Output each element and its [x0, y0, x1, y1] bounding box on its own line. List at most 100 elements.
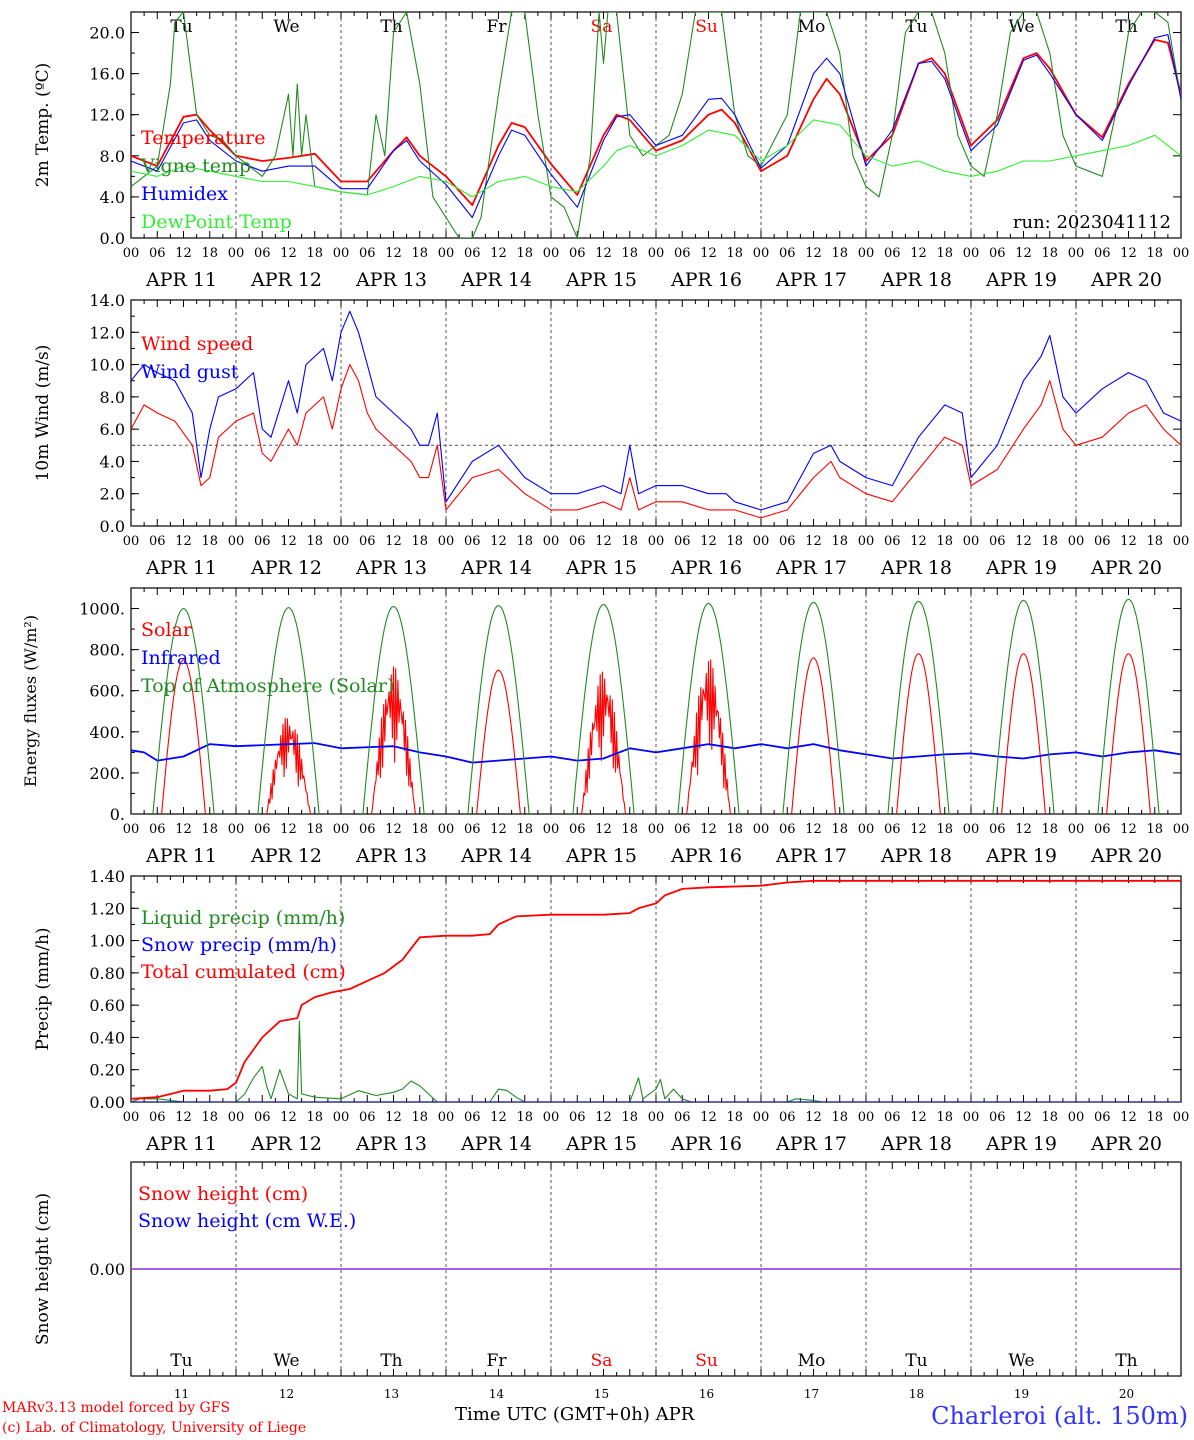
- hour-label: 12: [910, 1110, 927, 1125]
- series-line: [131, 119, 1181, 198]
- hour-label: 12: [910, 246, 927, 261]
- weekday-label: Fr: [487, 1351, 508, 1371]
- legend-entry: Solar: [141, 619, 193, 641]
- hour-label: 06: [569, 1110, 586, 1125]
- hour-label: 18: [621, 534, 638, 549]
- date-label: APR 19: [985, 557, 1057, 579]
- date-label: APR 12: [250, 1133, 322, 1155]
- hour-label: 12: [385, 246, 402, 261]
- date-label: APR 17: [775, 269, 847, 291]
- weekday-label: Th: [380, 17, 402, 37]
- y-tick-label: 2.0: [100, 485, 125, 504]
- panel-1: 0.0 4.0 8.0 12.0 16.0 20.0 2m Temp. (ºC) 00 06 12…: [33, 11, 1190, 291]
- series-line: [161, 653, 1151, 814]
- weekday-label: Fr: [487, 17, 508, 37]
- y-tick-label: 0.00: [89, 1093, 125, 1112]
- hour-label: 18: [1146, 534, 1163, 549]
- date-label: APR 13: [355, 845, 427, 867]
- legend-entry: Liquid precip (mm/h): [141, 907, 345, 929]
- hour-label: 00: [228, 534, 245, 549]
- hour-label: 18: [726, 246, 743, 261]
- hour-label: 00: [1173, 822, 1190, 837]
- hour-label: 00: [963, 534, 980, 549]
- hour-label: 12: [1120, 246, 1137, 261]
- legend-entry: Snow precip (mm/h): [141, 934, 337, 956]
- y-tick-label: 0.0: [100, 517, 125, 536]
- hour-label: 06: [359, 246, 376, 261]
- y-axis-label: 10m Wind (m/s): [33, 345, 53, 482]
- hour-label: 00: [123, 246, 140, 261]
- hour-label: 18: [621, 822, 638, 837]
- hour-label: 06: [254, 822, 271, 837]
- hour-label: 18: [1041, 822, 1058, 837]
- hour-label: 06: [989, 822, 1006, 837]
- day-number: 19: [1014, 1387, 1029, 1401]
- hour-label: 00: [1173, 246, 1190, 261]
- hour-label: 06: [779, 246, 796, 261]
- hour-label: 00: [1068, 1110, 1085, 1125]
- hour-label: 18: [1041, 246, 1058, 261]
- date-label: APR 13: [355, 1133, 427, 1155]
- date-label: APR 18: [880, 557, 952, 579]
- hour-label: 00: [1068, 246, 1085, 261]
- hour-label: 18: [1041, 1110, 1058, 1125]
- hour-label: 06: [464, 246, 481, 261]
- date-label: APR 12: [250, 269, 322, 291]
- y-tick-label: 10.0: [89, 356, 125, 375]
- legend-entry: Total cumulated (cm): [141, 961, 346, 983]
- hour-label: 18: [306, 1110, 323, 1125]
- hour-label: 12: [805, 534, 822, 549]
- date-label: APR 11: [145, 269, 217, 291]
- hour-label: 12: [805, 1110, 822, 1125]
- series-line: [131, 1020, 1181, 1102]
- hour-label: 12: [595, 246, 612, 261]
- hour-label: 00: [333, 822, 350, 837]
- date-label: APR 16: [670, 269, 742, 291]
- hour-label: 18: [306, 246, 323, 261]
- weekday-label: We: [273, 1351, 299, 1371]
- y-tick-label: 0.20: [89, 1061, 125, 1080]
- hour-label: 06: [569, 246, 586, 261]
- day-number: 11: [174, 1387, 189, 1401]
- y-tick-label: 0.80: [89, 964, 125, 983]
- hour-label: 18: [411, 534, 428, 549]
- hour-label: 18: [201, 1110, 218, 1125]
- y-tick-label: 1.40: [89, 867, 125, 886]
- hour-label: 00: [648, 822, 665, 837]
- y-tick-label: 400.: [89, 723, 125, 742]
- hour-label: 12: [1120, 534, 1137, 549]
- hour-label: 18: [411, 246, 428, 261]
- date-label: APR 14: [460, 845, 532, 867]
- hour-label: 00: [333, 1110, 350, 1125]
- series-line: [131, 34, 1181, 219]
- hour-label: 12: [385, 1110, 402, 1125]
- hour-label: 06: [464, 534, 481, 549]
- hour-label: 18: [621, 1110, 638, 1125]
- legend-entry: Temperature: [141, 127, 265, 149]
- weekday-label: Tu: [905, 17, 927, 37]
- series-line: [131, 364, 1181, 519]
- hour-label: 12: [700, 246, 717, 261]
- hour-label: 00: [123, 822, 140, 837]
- hour-label: 12: [280, 1110, 297, 1125]
- hour-label: 12: [595, 534, 612, 549]
- hour-label: 18: [201, 534, 218, 549]
- legend-entry: Infrared: [141, 647, 221, 669]
- hour-label: 00: [438, 534, 455, 549]
- hour-label: 06: [989, 1110, 1006, 1125]
- hour-label: 18: [831, 822, 848, 837]
- hour-label: 06: [149, 822, 166, 837]
- day-number: 13: [384, 1387, 399, 1401]
- hour-label: 18: [831, 246, 848, 261]
- day-number: 12: [279, 1387, 294, 1401]
- hour-label: 12: [1015, 246, 1032, 261]
- legend-entry: Wind gust: [141, 361, 239, 383]
- hour-label: 12: [490, 822, 507, 837]
- x-axis-title: Time UTC (GMT+0h) APR: [455, 1404, 695, 1425]
- date-label: APR 18: [880, 1133, 952, 1155]
- hour-label: 12: [490, 1110, 507, 1125]
- day-number: 15: [594, 1387, 609, 1401]
- y-tick-label: 800.: [89, 641, 125, 660]
- date-label: APR 14: [460, 557, 532, 579]
- series-group: [131, 12, 1181, 238]
